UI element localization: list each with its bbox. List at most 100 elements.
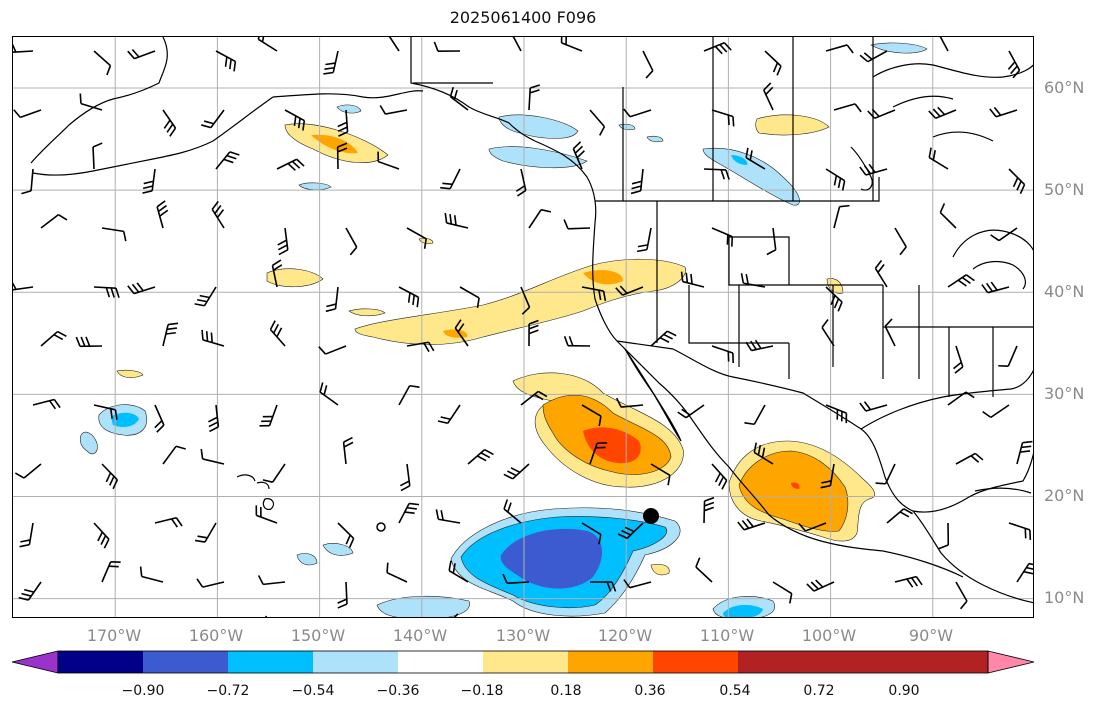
wind-barb (13, 109, 42, 119)
colorbar-extend-max (987, 650, 1035, 674)
wind-barb (325, 286, 339, 313)
map-canvas (13, 37, 1033, 617)
central-america (882, 550, 964, 578)
colorbar-tick-label: 0.90 (888, 683, 920, 699)
wind-barb (337, 581, 348, 609)
wind-barb (528, 84, 541, 111)
wind-barb (623, 579, 652, 589)
shade-region (723, 604, 763, 617)
wind-barb (162, 322, 179, 347)
wind-barb (154, 404, 165, 433)
colorbar-tick-label: −0.36 (376, 683, 420, 699)
colorbar-tick-label: 0.36 (634, 683, 666, 699)
wind-barb (277, 227, 289, 256)
wind-barb (952, 345, 964, 374)
wind-barb (642, 50, 654, 79)
shade-region (376, 595, 470, 617)
graticule (13, 37, 1033, 617)
wind-barb (336, 142, 348, 170)
wind-barb (825, 44, 854, 54)
wind-barb (1008, 168, 1026, 195)
wind-barb (955, 581, 968, 610)
wind-barb (833, 103, 862, 113)
colorbar (11, 650, 1035, 674)
wind-barb (764, 50, 782, 76)
mexico-border (616, 340, 862, 430)
wind-barb (101, 560, 121, 583)
wind-barb (377, 151, 400, 170)
wind-barb (677, 404, 705, 419)
canada-provinces (413, 37, 874, 201)
wind-barb (711, 227, 734, 247)
wind-barb (615, 285, 644, 296)
wind-barb (386, 562, 408, 583)
storm-marker-filled (643, 508, 659, 524)
hawaii-islands (236, 474, 275, 510)
wind-barb (528, 208, 552, 229)
wind-barb (947, 274, 975, 288)
wind-barb (19, 522, 34, 548)
map-panel[interactable] (12, 36, 1034, 618)
storm-marker-open (376, 522, 386, 532)
wind-barb (398, 286, 420, 308)
wind-barb (1016, 440, 1033, 465)
wind-barb (680, 271, 705, 288)
alaska-coast (410, 37, 536, 142)
wind-barb (345, 227, 358, 256)
wind-barb (215, 151, 240, 170)
wind-barb (337, 109, 349, 137)
hudson-bay (872, 63, 1033, 78)
shade-region (731, 155, 748, 165)
wind-barb (938, 522, 950, 550)
wind-barb (127, 282, 156, 295)
lon-label-120w: 120°W (597, 626, 653, 645)
wind-barb (711, 463, 728, 490)
wind-barb (772, 581, 793, 604)
wind-barb (798, 522, 827, 532)
colorbar-segment (313, 651, 398, 673)
wind-barb (93, 404, 118, 420)
wind-barb (284, 109, 306, 131)
wind-barb (589, 109, 606, 136)
wind-barb (740, 273, 766, 288)
wind-barb (101, 227, 127, 242)
wind-barb (259, 404, 278, 427)
wind-barb (262, 463, 286, 483)
wind-barbs (13, 37, 1033, 617)
wind-barb (766, 227, 777, 256)
lon-label-170w: 170°W (86, 626, 142, 645)
shade-region (755, 114, 830, 136)
wind-barb (398, 502, 420, 524)
wind-barb (703, 496, 715, 524)
wind-barb (520, 390, 548, 406)
colorbar-tick-label: 0.54 (719, 683, 751, 699)
west-coast (534, 140, 884, 552)
wind-barb (440, 168, 461, 190)
wind-barb (928, 106, 957, 119)
wind-barb (257, 37, 278, 52)
canada-east-coast (892, 95, 994, 142)
wind-barb (448, 560, 469, 583)
us-canada-border (595, 177, 880, 202)
wind-barb (13, 282, 34, 291)
lon-label-140w: 140°W (392, 626, 448, 645)
lat-label-60: 60°N (1044, 78, 1085, 97)
wind-barb (437, 404, 461, 425)
wind-barb (453, 613, 459, 617)
colorbar-tick-label: −0.18 (460, 683, 504, 699)
wind-barb (142, 168, 156, 194)
wind-barb (650, 463, 671, 486)
wind-barb (79, 93, 103, 111)
colorbar-segment (143, 651, 228, 673)
wind-barb (93, 50, 112, 76)
wind-barb (139, 566, 164, 583)
wind-barb (21, 168, 34, 195)
wind-barb (763, 82, 774, 111)
lat-label-50: 50°N (1044, 180, 1085, 199)
wind-barb (563, 219, 591, 230)
lon-label-130w: 130°W (495, 626, 551, 645)
colorbar-segment (58, 651, 143, 673)
gulf-coast (860, 428, 1033, 513)
wind-barb (467, 448, 494, 465)
wind-barb (449, 86, 469, 111)
